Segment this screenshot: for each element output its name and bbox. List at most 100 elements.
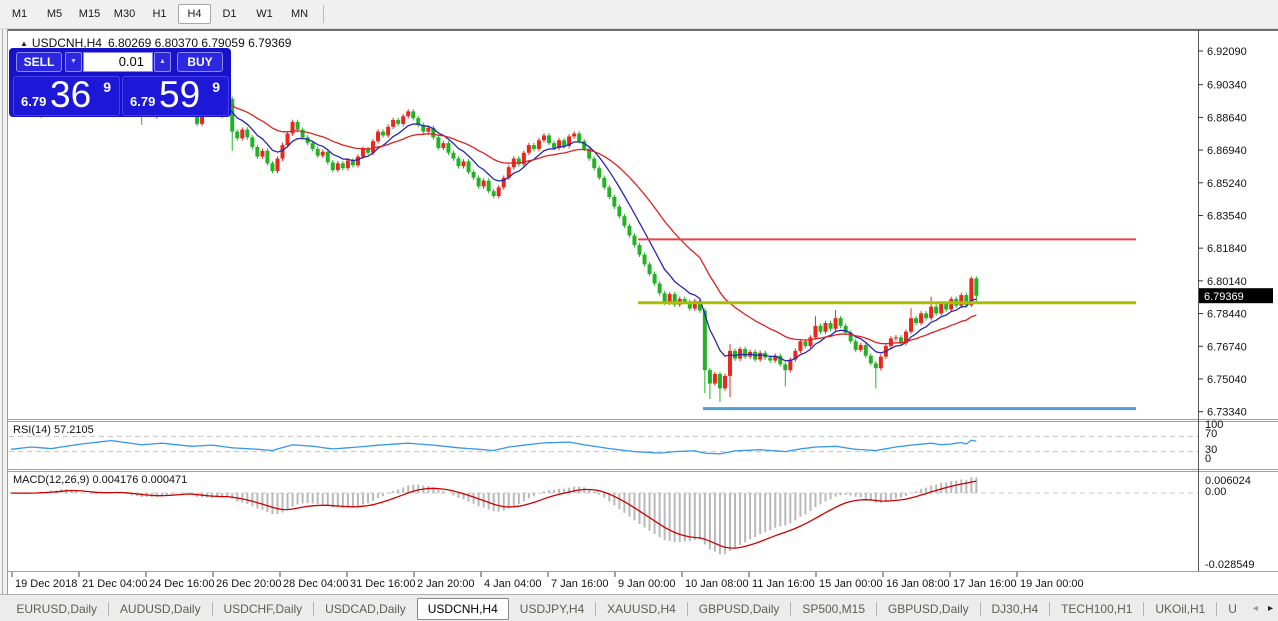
candle-body (733, 350, 738, 359)
candle-body (964, 295, 969, 306)
chart-tab-gbpusd-daily[interactable]: GBPUSD,Daily (698, 601, 780, 616)
price-tick-label: 6.81840 (1207, 243, 1247, 255)
chart-tab-usdcad-daily[interactable]: USDCAD,Daily (325, 601, 406, 616)
chart-tab-usdchf-daily[interactable]: USDCHF,Daily (223, 601, 303, 616)
candle-body (481, 180, 486, 187)
candle-body (552, 143, 557, 148)
chart-tab-usdcnh-h4[interactable]: USDCNH,H4 (416, 597, 509, 620)
candle-body (325, 151, 330, 163)
chart-title: ▲ USDCNH,H4 6.80269 6.80370 6.79059 6.7936… (20, 36, 291, 50)
candle-body (903, 331, 908, 344)
candle-body (873, 363, 878, 369)
candle-body (451, 152, 456, 159)
chart-tab-sp500-m15[interactable]: SP500,M15 (802, 601, 866, 616)
price-tick-label: 6.85240 (1207, 178, 1247, 190)
chart-tab-usdjpy-h4[interactable]: USDJPY,H4 (519, 601, 585, 616)
buy-button[interactable]: BUY (177, 52, 223, 72)
chart-tab-dj30-h4[interactable]: DJ30,H4 (991, 601, 1039, 616)
candle-body (501, 177, 506, 188)
timeframe-button-w1[interactable]: W1 (256, 8, 273, 20)
macd-indicator-label: MACD(12,26,9) 0.004176 0.000471 (13, 474, 188, 486)
chart-title-symbol: USDCNH,H4 (31, 36, 102, 50)
candle-body (888, 338, 893, 347)
candle-body (788, 359, 793, 371)
time-tick-label: 21 Dec 04:00 (82, 578, 147, 590)
candle-body (909, 318, 914, 332)
chart-tab-gbpusd-daily[interactable]: GBPUSD,Daily (887, 601, 969, 616)
buy-price-sup: 9 (212, 79, 220, 95)
candle-body (914, 318, 919, 323)
candle-body (310, 143, 315, 149)
chart-tab-u[interactable]: U (1228, 601, 1237, 616)
candle-body (516, 158, 521, 165)
candle-body (230, 98, 235, 132)
chart-tab-xauusd-h4[interactable]: XAUUSD,H4 (607, 601, 676, 616)
candle-body (436, 137, 441, 148)
candle-body (305, 137, 310, 144)
timeframe-button-m5[interactable]: M5 (46, 8, 63, 20)
candle-body (275, 158, 280, 172)
lot-dropdown-button[interactable]: ▼ (65, 52, 82, 72)
tab-separator (313, 601, 315, 616)
timeframe-button-h1[interactable]: H1 (152, 8, 167, 20)
chart-tab-tech100-h1[interactable]: TECH100,H1 (1061, 601, 1133, 616)
candle-body (401, 116, 406, 124)
tab-scroll-left-button[interactable]: ◂ (1252, 603, 1258, 614)
candle-body (406, 111, 411, 117)
sell-button[interactable]: SELL (16, 52, 62, 72)
chart-tab-audusd-daily[interactable]: AUDUSD,Daily (119, 601, 201, 616)
sell-price-box[interactable]: 6.79 36 9 (13, 74, 120, 116)
candle-body (728, 350, 733, 376)
candle-body (526, 145, 531, 153)
candle-body (531, 145, 536, 149)
lot-size-input[interactable]: 0.01 (83, 52, 153, 72)
time-tick-label: 10 Jan 08:00 (685, 578, 749, 590)
buy-price-box[interactable]: 6.79 59 9 (122, 74, 229, 116)
candle-body (587, 148, 592, 159)
candle-body (868, 355, 873, 364)
time-tick-label: 16 Jan 08:00 (886, 578, 950, 590)
timeframe-button-m15[interactable]: M15 (78, 8, 101, 20)
time-tick-label: 19 Jan 00:00 (1020, 578, 1084, 590)
price-chart[interactable]: 6.92090 6.90340 6.88640 6.86940 6.85240 6.835… (8, 30, 1278, 595)
price-tick-label: 6.88640 (1207, 112, 1247, 124)
candle-body (536, 140, 541, 149)
macd-signal-line (10, 480, 977, 549)
candle-body (300, 129, 305, 138)
tab-scroll-right-button[interactable]: ▸ (1267, 603, 1273, 614)
candle-body (783, 364, 788, 371)
candle-body (446, 143, 451, 153)
price-tick-label: 6.83540 (1207, 210, 1247, 222)
timeframe-button-mn[interactable]: MN (290, 8, 309, 20)
price-tick-label: 6.90340 (1207, 80, 1247, 92)
lot-increase-button[interactable]: ▲ (154, 52, 171, 72)
timeframe-button-d1[interactable]: D1 (222, 8, 237, 20)
sell-price-big: 36 (50, 74, 92, 115)
candle-body (682, 298, 687, 302)
buy-price-prefix: 6.79 (130, 94, 156, 109)
rsi-axis-label: 30 (1205, 444, 1217, 456)
candle-body (929, 306, 934, 319)
candle-body (381, 131, 386, 136)
price-tick-label: 6.76740 (1207, 341, 1247, 353)
candle-body (602, 177, 607, 188)
time-tick-label: 28 Dec 04:00 (283, 578, 348, 590)
candle-body (295, 121, 300, 130)
candle-body (456, 158, 461, 167)
timeframe-button-m30[interactable]: M30 (113, 8, 136, 20)
chart-tab-eurusd-daily[interactable]: EURUSD,Daily (16, 601, 98, 616)
candle-body (853, 341, 858, 350)
tab-separator (1216, 601, 1218, 616)
timeframe-button-m1[interactable]: M1 (11, 8, 28, 20)
candle-body (924, 313, 929, 319)
candle-body (667, 294, 672, 303)
candle-body (823, 322, 828, 332)
candle-body (652, 273, 657, 284)
candle-body (320, 151, 325, 156)
candle-body (808, 337, 813, 347)
timeframe-button-h4[interactable]: H4 (178, 4, 211, 24)
current-price-badge (1199, 288, 1273, 304)
chart-tab-ukoil-h1[interactable]: UKOil,H1 (1155, 601, 1206, 616)
window-splitter[interactable] (2, 29, 3, 594)
